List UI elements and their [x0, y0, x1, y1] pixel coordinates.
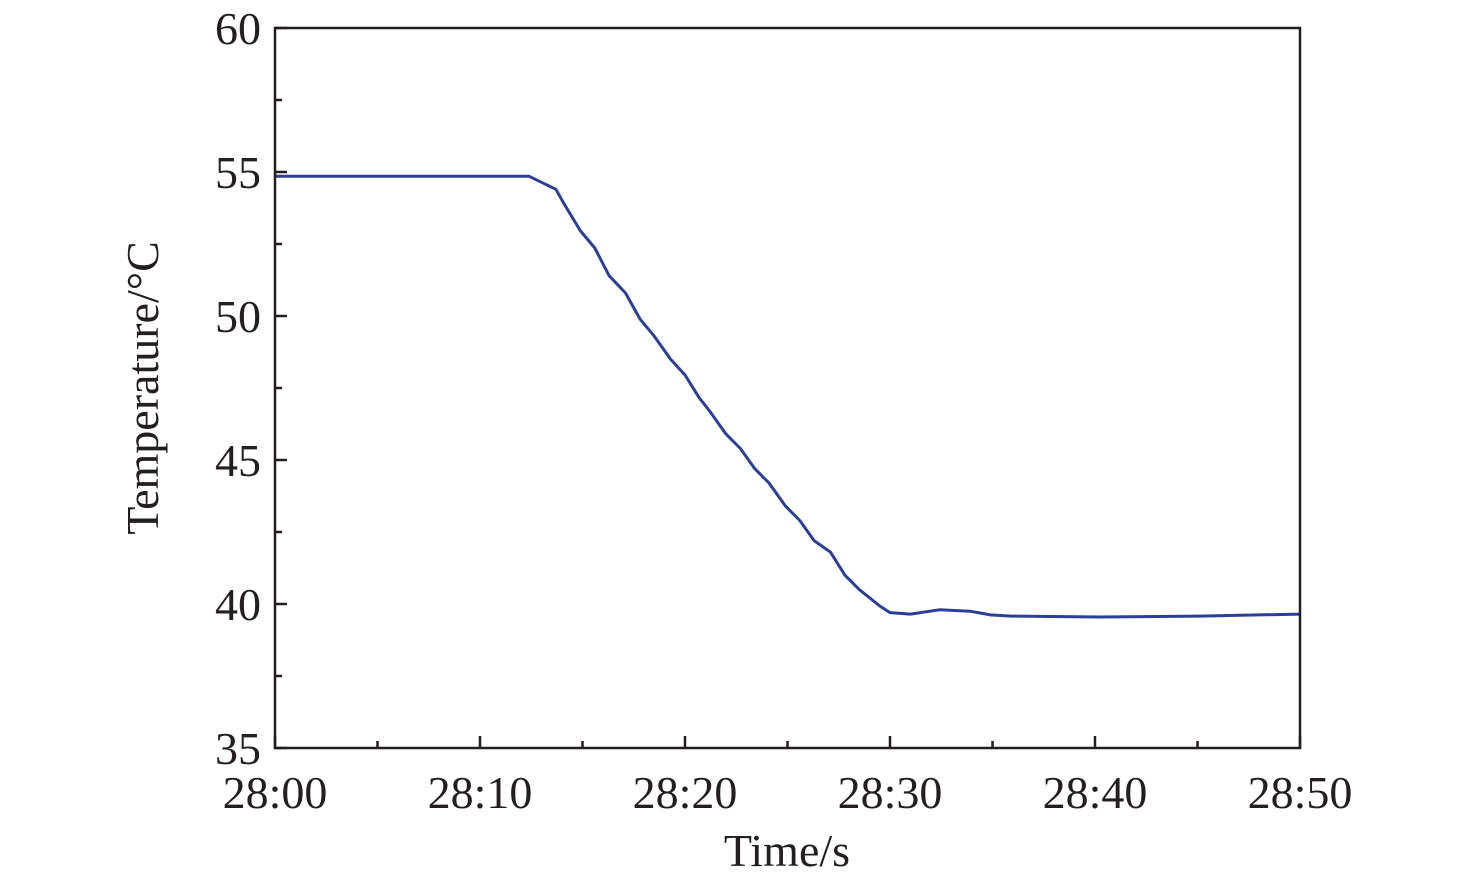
- y-tick-label: 35: [215, 723, 261, 774]
- y-axis-title: Temperature/°C: [117, 241, 168, 535]
- temperature-series-line: [275, 174, 1301, 619]
- y-tick-label: 60: [215, 3, 261, 54]
- plot-frame: [273, 26, 1302, 750]
- x-tick-label: 28:10: [428, 767, 533, 818]
- x-tick-label: 28:50: [1248, 767, 1353, 818]
- x-tick-label: 28:20: [633, 767, 738, 818]
- x-tick-label: 28:30: [838, 767, 943, 818]
- y-tick-label: 50: [215, 291, 261, 342]
- axis-ticks: [273, 26, 1302, 750]
- x-tick-label: 28:40: [1043, 767, 1148, 818]
- y-tick-label: 55: [215, 147, 261, 198]
- x-axis-title: Time/s: [724, 825, 850, 876]
- y-tick-label: 40: [215, 579, 261, 630]
- x-tick-label: 28:00: [223, 767, 328, 818]
- y-tick-label: 45: [215, 435, 261, 486]
